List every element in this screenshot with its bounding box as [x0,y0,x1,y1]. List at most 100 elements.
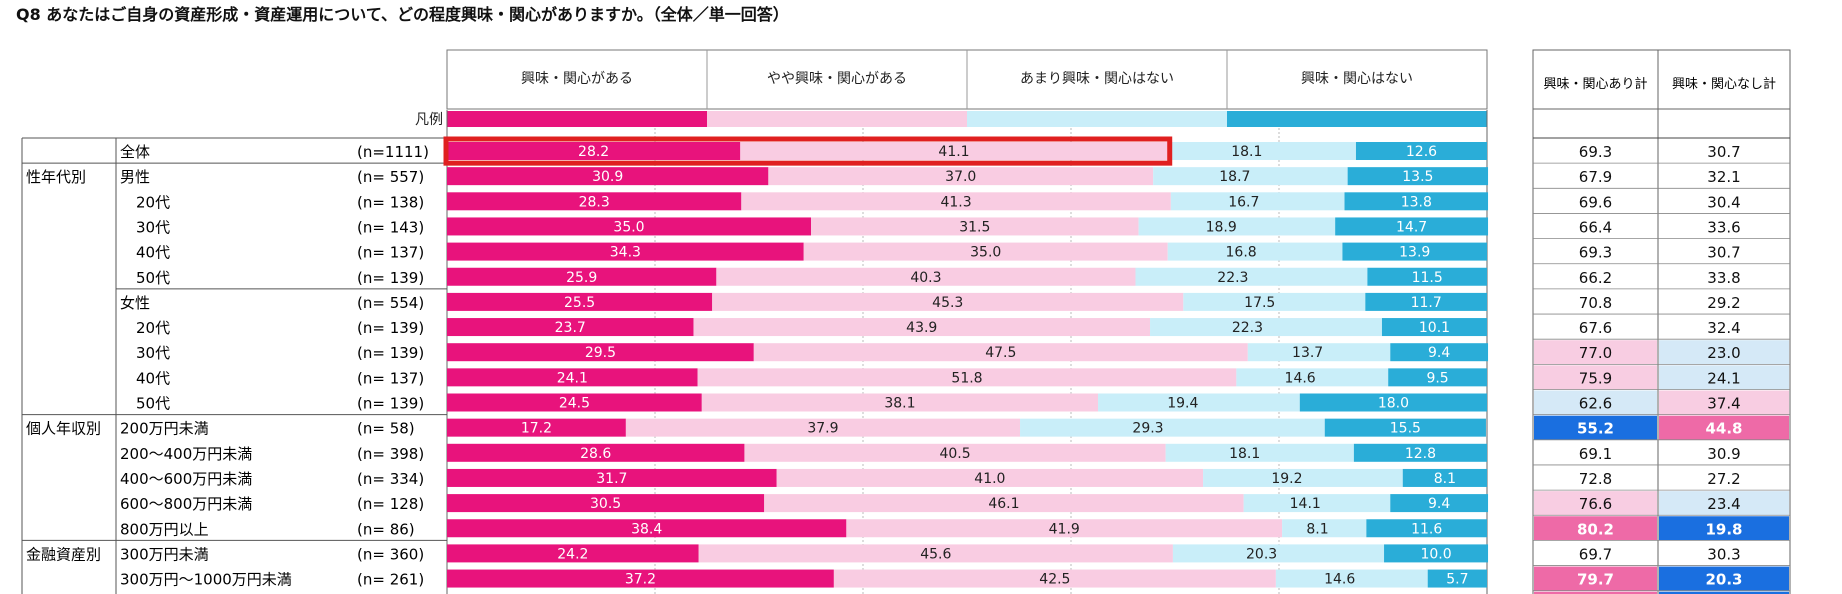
data-label: 18.9 [1206,219,1237,235]
bar-interested [447,242,804,261]
bar-interested [447,544,699,563]
summary-no-value: 44.8 [1705,420,1742,438]
table-row: 50代 (n= 139) 24.5 38.1 19.4 18.0 [136,393,1487,413]
data-label: 8.1 [1306,521,1328,537]
summary-no-value: 23.0 [1707,344,1740,362]
bar-not-interested [1335,217,1489,236]
summary-no-value: 23.4 [1707,495,1740,513]
row-label: 20代 [136,193,170,211]
bar-not-very-interested [1275,569,1428,588]
bar-somewhat-interested [776,468,1204,487]
table-row: 30代 (n= 143) 35.0 31.5 18.9 14.7 [136,217,1489,236]
summary-row: 86.513.5 [1533,590,1790,594]
summary-yes-value: 69.3 [1579,244,1612,262]
row-n: (n= 360) [357,545,424,563]
legend-header-label: 興味・関心はない [1301,71,1413,87]
bar-interested [447,569,834,588]
bar-somewhat-interested [768,167,1154,186]
bar-not-very-interested [1020,418,1325,437]
bar-interested [447,468,777,487]
group-label: 性年代別 [26,168,86,186]
summary-table: 興味・関心あり計 興味・関心なし計 69.3 30.7 67.9 32.1 69.6 30.4… [1532,49,1791,594]
bar-interested [447,267,717,286]
row-label: 600～800万円未満 [120,495,252,513]
table-row: 全体 (n=1111) 28.2 41.1 18.1 12.6 [120,142,1487,161]
summary-row: 66.2 33.8 [1533,263,1790,289]
group-label: 金融資産別 [26,545,101,563]
table-row: 600～800万円未満 (n= 128) 30.5 46.1 14.1 9.4 [120,494,1489,513]
data-label: 47.5 [985,345,1016,361]
legend-swatch [1227,111,1487,127]
summary-yes-value: 67.9 [1579,168,1612,186]
bar-not-very-interested [1236,368,1389,387]
data-label: 45.6 [920,546,951,562]
data-label: 13.9 [1399,245,1430,261]
table-row: 400～600万円未満 (n= 334) 31.7 41.0 19.2 8.1 [120,468,1487,488]
data-label: 14.6 [1285,370,1316,386]
data-label: 38.1 [884,396,915,412]
data-label: 11.7 [1411,295,1442,311]
table-row: 200～400万円未満 (n= 398) 28.6 40.5 18.1 12.8 [120,443,1487,463]
bar-not-very-interested [1282,519,1367,538]
row-n: (n= 398) [357,445,424,463]
row-label: 全体 [120,143,150,161]
data-label: 12.6 [1406,144,1437,160]
bar-interested [447,142,741,160]
summary-row: 66.4 33.6 [1533,213,1790,239]
summary-cell [1659,365,1789,390]
data-label: 38.4 [631,521,662,537]
row-n: (n= 139) [357,395,424,413]
bar-not-interested [1324,418,1486,437]
summary-cell [1659,566,1789,591]
summary-no-value: 33.8 [1707,269,1740,287]
data-label: 18.0 [1378,396,1409,412]
data-label: 18.1 [1231,144,1262,160]
table-row: 40代 (n= 137) 24.1 51.8 14.6 9.5 [136,368,1487,387]
data-label: 35.0 [613,219,644,235]
legend-header-label: 興味・関心がある [521,71,633,87]
row-n: (n= 334) [357,470,424,488]
summary-yes-value: 70.8 [1579,294,1612,312]
data-label: 41.0 [974,471,1005,487]
legend-row-label: 凡例 [415,112,443,128]
bar-somewhat-interested [764,494,1244,513]
summary-yes-value: 72.8 [1579,470,1612,488]
summary-cell [1534,491,1657,516]
bar-not-interested [1402,468,1487,487]
summary-cell [1659,516,1789,541]
summary-cell [1659,315,1789,340]
summary-row: 69.3 30.7 [1533,137,1790,164]
bar-not-interested [1299,393,1487,412]
highlight-box [443,136,1173,166]
bar-not-very-interested [1138,217,1336,236]
row-label: 40代 [136,244,170,262]
bar-interested [447,192,742,211]
table-row: 800万円以上 (n= 86) 38.4 41.9 8.1 11.6 [120,519,1487,538]
bar-somewhat-interested [753,343,1248,362]
bar-not-very-interested [1150,318,1382,337]
summary-no-value: 37.4 [1707,395,1740,413]
summary-row: 75.9 24.1 [1533,363,1790,390]
bar-somewhat-interested [741,192,1171,211]
summary-no-value: 27.2 [1707,470,1740,488]
bar-not-interested [1390,494,1489,513]
data-label: 31.5 [959,219,990,235]
summary-row: 62.6 37.4 [1533,389,1790,415]
row-label: 40代 [136,369,170,387]
bar-not-interested [1381,318,1487,337]
summary-cell [1659,214,1789,239]
data-label: 28.2 [578,144,609,160]
row-label: 400～600万円未満 [120,470,252,488]
summary-yes-value: 80.2 [1577,520,1614,538]
group-label: 個人年収別 [26,420,101,438]
summary-row: 69.6 30.4 [1533,187,1790,214]
bar-not-interested [1344,192,1489,211]
data-label: 28.6 [580,446,611,462]
summary-no-value: 32.4 [1707,319,1740,337]
bar-somewhat-interested [744,443,1166,462]
data-label: 10.0 [1420,546,1451,562]
bar-interested [447,318,694,337]
row-label: 男性 [120,168,150,186]
legend-header-label: あまり興味・関心はない [1020,71,1174,87]
